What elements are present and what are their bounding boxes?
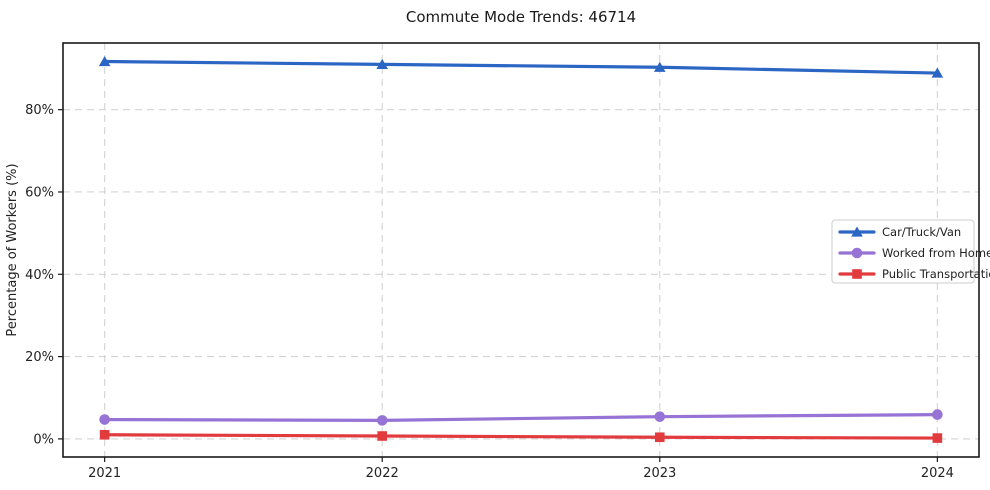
axes-border	[62, 42, 980, 458]
legend-box	[831, 219, 975, 284]
x-tick-label: 2022	[366, 466, 399, 481]
marker-square	[654, 432, 665, 443]
legend-entry: Car/Truck/Van	[838, 225, 961, 239]
marker-circle	[851, 247, 863, 259]
series-line-public-transportation	[103, 433, 939, 440]
marker-triangle	[376, 58, 389, 69]
marker-square	[932, 433, 943, 443]
marker-circle	[654, 411, 666, 422]
x-tick-label: 2021	[88, 466, 121, 481]
y-axis-label: Percentage of Workers (%)	[5, 163, 20, 336]
series-worked-from-home	[99, 409, 943, 426]
marker-triangle	[98, 56, 111, 67]
series-line-worked-from-home	[103, 413, 939, 422]
legend-entry: Worked from Home	[838, 246, 990, 260]
marker-circle	[99, 414, 110, 425]
marker-circle	[376, 415, 388, 426]
x-tick-label: 2023	[643, 466, 676, 481]
y-tick-label: 20%	[25, 350, 54, 365]
marker-square	[377, 431, 388, 441]
y-tick-label: 40%	[25, 268, 54, 283]
chart-title: Commute Mode Trends: 46714	[406, 8, 636, 26]
y-tick-label: 80%	[25, 103, 54, 118]
y-tick-label: 0%	[33, 432, 54, 447]
legend-entry: Public Transportation	[838, 267, 990, 281]
plot-area: 2021 2022 2023 2024 0% 20% 40% 60% 80% Car/Truck/…	[25, 42, 990, 481]
marker-square	[852, 269, 862, 279]
legend: Car/Truck/Van Worked from Home Public Tran…	[831, 219, 990, 284]
legend-label: Public Transportation	[882, 267, 990, 281]
y-tick-label: 60%	[25, 185, 54, 200]
marker-triangle	[653, 61, 666, 72]
marker-square	[99, 429, 110, 440]
series-public-transportation	[99, 429, 943, 443]
series-line-car-truck-van	[103, 59, 939, 75]
marker-circle	[932, 409, 943, 420]
marker-triangle	[851, 226, 863, 237]
x-tick-label: 2024	[921, 466, 954, 481]
legend-label: Worked from Home	[882, 246, 990, 260]
legend-label: Car/Truck/Van	[882, 225, 961, 239]
marker-triangle	[931, 67, 944, 78]
axis-ticks	[58, 109, 938, 462]
axis-tick-labels: 2021 2022 2023 2024 0% 20% 40% 60% 80%	[25, 103, 954, 481]
series-car-truck-van	[98, 56, 944, 78]
